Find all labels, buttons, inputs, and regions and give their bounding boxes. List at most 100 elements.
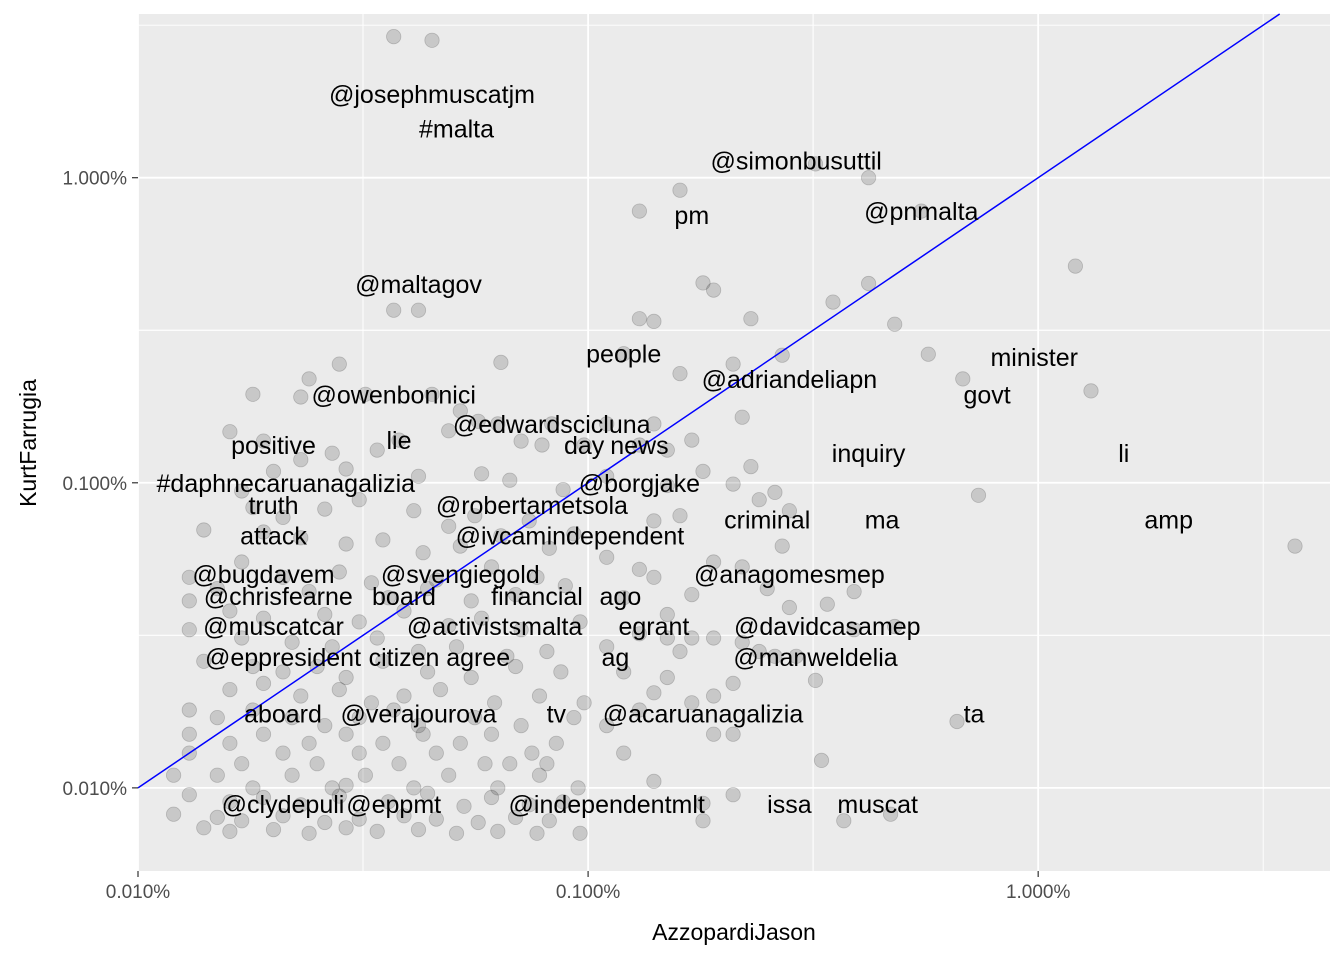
data-point <box>275 509 291 526</box>
data-point <box>781 503 798 519</box>
word-label: @josephmuscatjm <box>329 81 535 109</box>
word-label: @manweldelia <box>733 644 897 672</box>
data-point <box>483 559 500 575</box>
data-point <box>410 821 427 838</box>
data-point <box>470 814 486 831</box>
data-point <box>672 508 688 524</box>
data-point <box>725 356 741 372</box>
data-point <box>1067 258 1084 274</box>
data-point <box>705 726 722 742</box>
data-point <box>920 346 936 362</box>
data-point <box>743 311 759 327</box>
x-tick-label: 0.100% <box>556 882 621 903</box>
data-point <box>490 823 506 840</box>
data-point <box>363 575 379 591</box>
data-point <box>524 745 540 761</box>
data-point <box>396 603 412 619</box>
data-point <box>555 481 571 498</box>
data-point <box>774 538 790 554</box>
data-point <box>507 586 524 603</box>
data-point <box>616 664 632 680</box>
data-point <box>646 685 662 701</box>
data-point <box>396 688 412 704</box>
data-point <box>166 767 182 783</box>
data-point <box>406 780 422 796</box>
data-point <box>456 798 472 814</box>
word-label: @eppresident <box>205 644 361 672</box>
data-point <box>616 346 632 362</box>
data-point <box>234 483 250 499</box>
data-point <box>448 825 465 841</box>
data-point <box>781 599 798 616</box>
data-point <box>767 648 783 664</box>
x-tick-label: 0.010% <box>106 882 171 903</box>
data-point <box>428 811 444 827</box>
data-point <box>695 813 711 829</box>
data-point <box>265 821 282 838</box>
data-point <box>599 416 615 432</box>
data-point <box>380 590 396 606</box>
word-label: @acaruanagalizia <box>603 701 804 729</box>
data-point <box>507 809 524 826</box>
data-point <box>659 630 675 646</box>
data-points <box>166 28 1303 841</box>
data-point <box>301 735 317 751</box>
data-point <box>428 745 444 761</box>
data-point <box>301 583 317 600</box>
data-point <box>470 413 486 429</box>
data-point <box>825 294 841 310</box>
data-point <box>386 28 402 45</box>
data-point <box>324 445 340 461</box>
word-label: citizen <box>369 644 440 672</box>
data-point <box>181 787 197 803</box>
data-point <box>331 681 347 698</box>
data-point <box>846 583 862 600</box>
data-point <box>531 767 548 783</box>
data-point <box>357 767 373 783</box>
data-point <box>222 823 238 840</box>
data-point <box>234 630 250 646</box>
word-label: @edwardscicluna <box>453 411 651 439</box>
data-point <box>324 639 340 655</box>
data-point <box>338 536 354 552</box>
data-point <box>599 717 615 734</box>
word-label: aboard <box>244 701 322 729</box>
data-point <box>410 302 427 318</box>
data-point <box>234 554 250 570</box>
word-label: @robertametsola <box>436 492 628 520</box>
data-point <box>813 752 830 769</box>
data-point <box>255 789 272 806</box>
data-point <box>539 756 555 772</box>
data-point <box>513 717 529 734</box>
plot-panel <box>138 14 1330 871</box>
data-point <box>659 442 675 458</box>
data-point <box>473 466 490 482</box>
data-point <box>531 688 548 704</box>
data-point <box>275 808 291 824</box>
data-point <box>351 811 367 827</box>
data-point <box>410 643 427 660</box>
data-point <box>599 639 615 655</box>
data-point <box>181 702 197 718</box>
data-point <box>209 580 225 597</box>
data-point <box>441 423 457 439</box>
data-point <box>725 675 741 692</box>
data-point <box>396 808 412 824</box>
data-point <box>887 618 903 635</box>
word-label: board <box>372 583 436 611</box>
data-point <box>684 630 700 646</box>
data-point <box>659 606 675 623</box>
data-point <box>301 825 317 841</box>
word-label: attack <box>240 522 307 550</box>
data-point <box>507 658 524 675</box>
data-point <box>534 437 550 453</box>
data-point <box>751 643 767 660</box>
data-point <box>351 492 367 508</box>
data-point <box>441 767 457 783</box>
data-point <box>209 767 225 783</box>
minor-gridlines <box>138 14 1330 871</box>
y-tick-label: 0.010% <box>63 779 128 800</box>
data-point <box>441 618 457 634</box>
data-point <box>424 32 440 48</box>
